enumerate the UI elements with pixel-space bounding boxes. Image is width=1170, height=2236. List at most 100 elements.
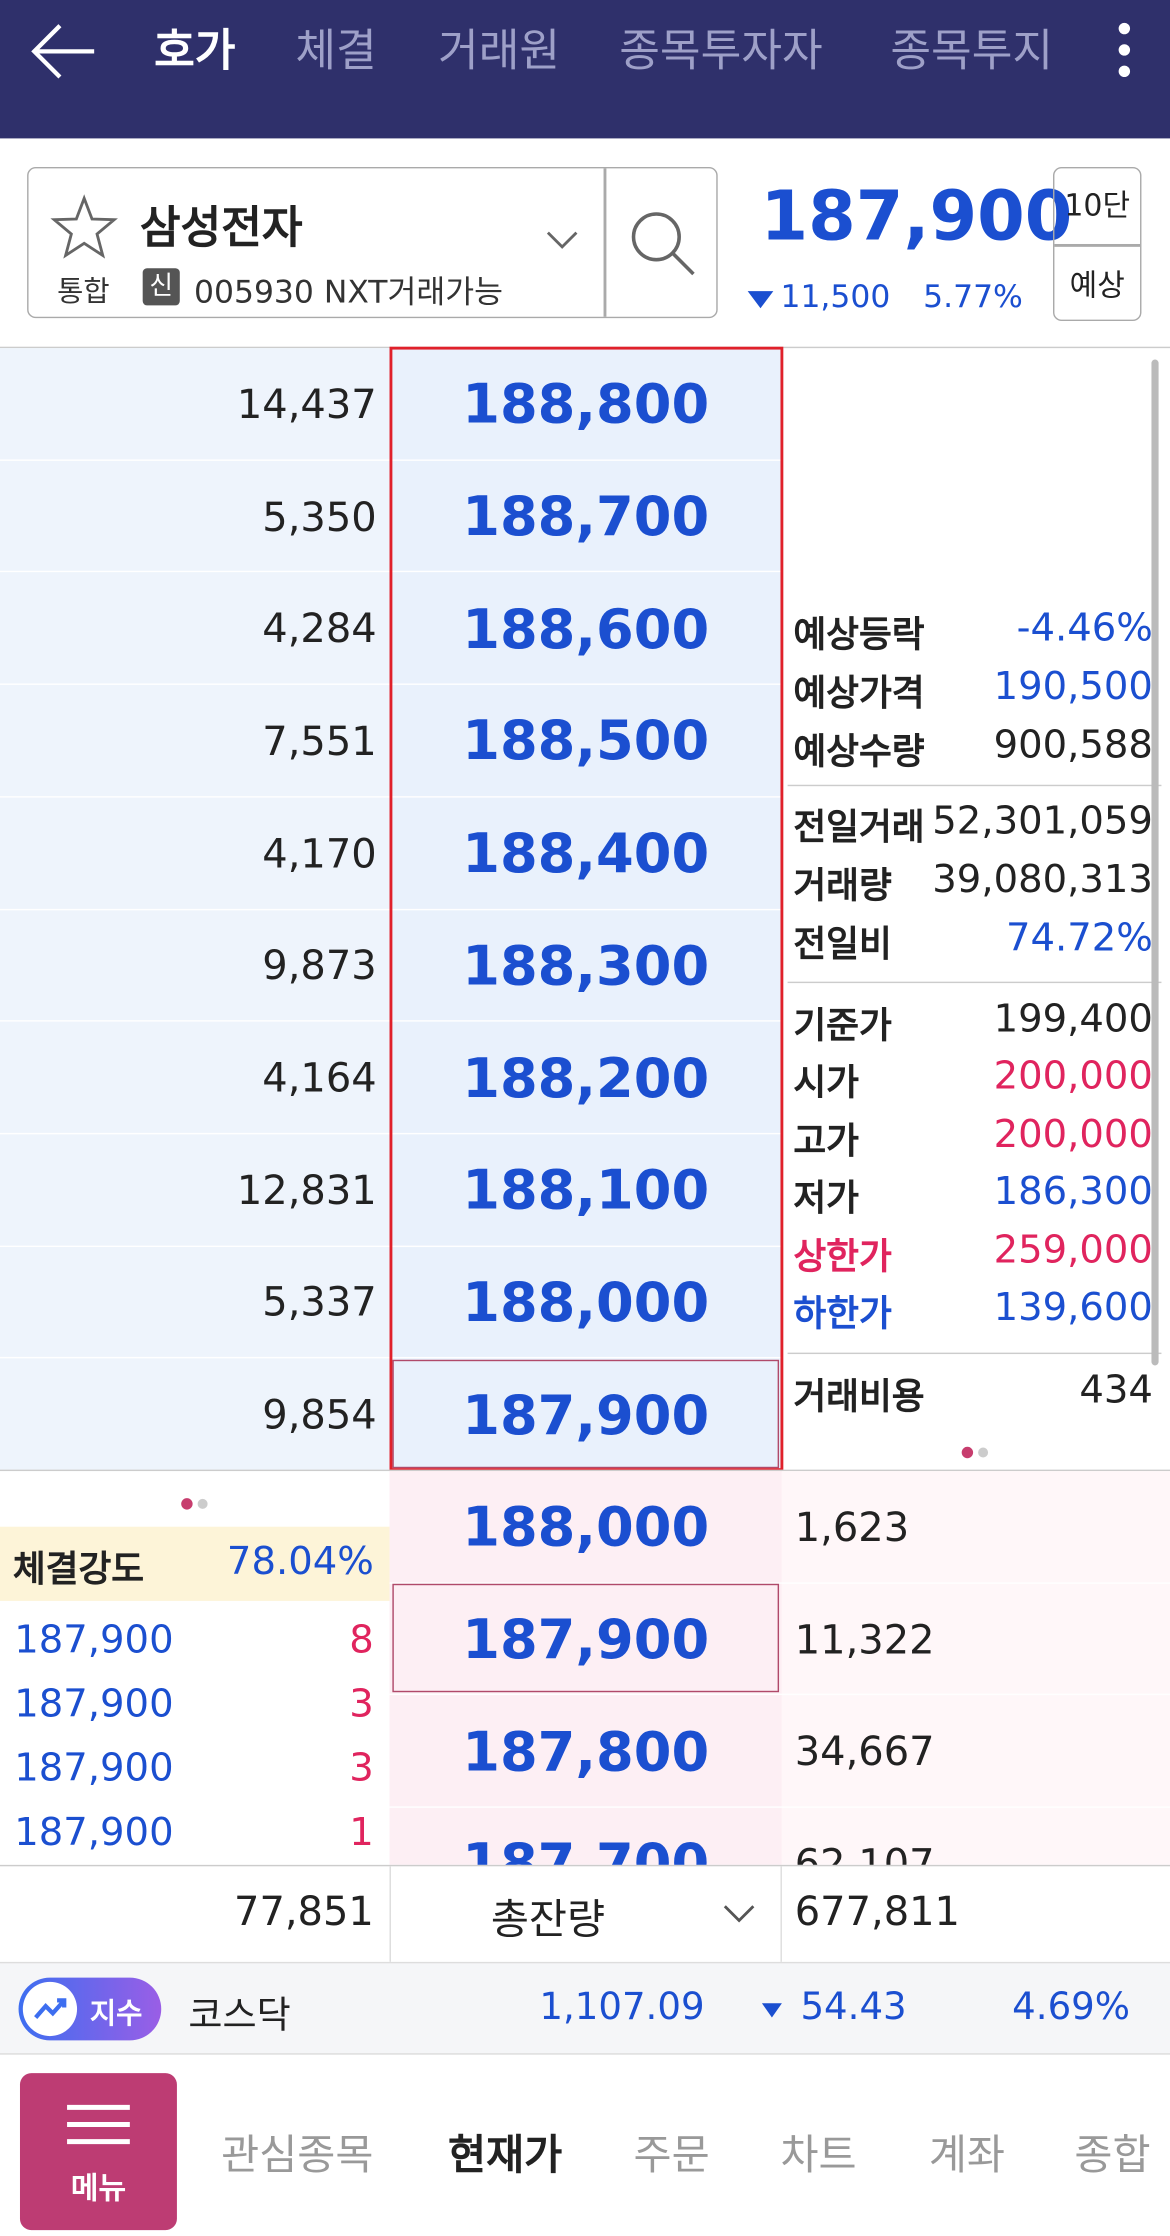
ask-price[interactable]: 188,200 [462, 1046, 710, 1110]
ask-volume: 4,164 [262, 1054, 377, 1102]
bid-price[interactable]: 187,900 [462, 1608, 710, 1671]
tab[interactable]: 종목투지 [890, 25, 1054, 78]
nav-item[interactable]: 관심종목 [221, 2130, 374, 2179]
stock-box[interactable] [27, 166, 718, 319]
ask-volume: 9,854 [262, 1391, 377, 1439]
expected-label[interactable]: 예상 [1069, 268, 1125, 303]
favorite-icon[interactable] [50, 194, 118, 265]
total-divider [780, 1866, 782, 1962]
ask-price[interactable]: 187,900 [462, 1383, 710, 1447]
trade-qty: 1 [349, 1810, 374, 1855]
dropdown-icon[interactable] [545, 228, 579, 257]
nav-item[interactable]: 계좌 [928, 2130, 1006, 2179]
index-icon [21, 1980, 78, 2043]
info-label: 전일비 [793, 923, 892, 965]
index-rate: 4.69% [1012, 1986, 1131, 2029]
menu-label[interactable]: 메뉴 [70, 2171, 127, 2206]
trade-qty: 3 [349, 1746, 374, 1791]
trade-price: 187,900 [14, 1682, 174, 1727]
totals-bar [0, 1864, 1170, 1962]
scrollbar [1151, 359, 1159, 1366]
ask-volume: 12,831 [236, 1166, 377, 1214]
trade-price: 187,900 [14, 1810, 174, 1855]
stock-code: 005930 NXT거래가능 [194, 275, 504, 312]
ask-price[interactable]: 188,400 [462, 822, 710, 885]
tab[interactable]: 종목투자자 [619, 25, 823, 78]
ask-price[interactable]: 188,800 [462, 372, 710, 436]
total-dropdown[interactable] [722, 1902, 756, 1931]
nav-item[interactable]: 주문 [633, 2130, 710, 2179]
ask-price[interactable]: 188,100 [462, 1158, 710, 1222]
info-label: 하한가 [793, 1292, 892, 1335]
current-price-box [392, 1359, 780, 1469]
info-value: 200,000 [993, 1054, 1153, 1099]
info-value: 200,000 [993, 1112, 1153, 1158]
search-divider [603, 168, 606, 317]
ask-price[interactable]: 188,500 [462, 709, 710, 773]
tab[interactable]: 호가 [154, 25, 236, 78]
info-value: 139,600 [993, 1285, 1153, 1330]
info-value: 190,500 [993, 664, 1153, 710]
index-badge-text: 지수 [89, 1996, 143, 2031]
info-label: 거래비용 [793, 1375, 925, 1417]
depth-button[interactable] [1053, 166, 1142, 322]
trade-price: 187,900 [14, 1618, 174, 1663]
menu-icon [67, 2104, 130, 2145]
tab[interactable]: 체결 [295, 25, 377, 78]
info-value: 52,301,059 [932, 799, 1153, 844]
ask-mid-bg [389, 348, 782, 1472]
nav-item[interactable]: 종합 [1074, 2130, 1151, 2179]
tab[interactable]: 거래원 [438, 25, 561, 78]
info-label: 저가 [793, 1177, 859, 1219]
info-value: 434 [1079, 1368, 1153, 1413]
ask-price[interactable]: 188,300 [462, 934, 710, 998]
credit-badge: 신 [142, 268, 180, 306]
bid-mid-bg [389, 1471, 782, 1865]
bid-volume: 1,623 [794, 1503, 910, 1551]
search-icon[interactable] [628, 208, 699, 285]
menu-button[interactable] [19, 2073, 177, 2231]
row-divider [389, 1581, 1170, 1584]
stock-name: 삼성전자 [139, 202, 303, 254]
info-value: 186,300 [993, 1170, 1153, 1215]
trade-qty: 3 [349, 1682, 374, 1727]
total-bid: 677,811 [794, 1887, 960, 1935]
magnifier [631, 212, 695, 276]
total-label[interactable]: 총잔량 [490, 1894, 606, 1944]
change-rate: 5.77% [923, 279, 1023, 316]
ask-left-bg [0, 348, 390, 1472]
index-name: 코스닥 [188, 1994, 291, 2038]
ask-highlight [389, 346, 784, 1472]
index-bar [0, 1961, 1170, 2055]
back-button[interactable] [29, 20, 100, 83]
ask-volume: 4,170 [262, 829, 377, 877]
button-divider [1054, 243, 1141, 247]
market-badge: 통합 [57, 273, 110, 309]
depth-label[interactable]: 10단 [1064, 188, 1131, 223]
info-divider [787, 784, 1162, 787]
info-value: 39,080,313 [932, 857, 1153, 902]
strength-value: 78.04% [226, 1539, 374, 1584]
ask-price[interactable]: 188,000 [462, 1271, 710, 1334]
middle-divider [0, 1469, 1170, 1472]
ask-volume: 9,873 [262, 942, 377, 990]
bid-price[interactable]: 188,000 [462, 1495, 710, 1559]
nav-item[interactable]: 현재가 [448, 2130, 563, 2179]
info-divider [787, 981, 1162, 984]
nav-item[interactable]: 차트 [780, 2130, 857, 2179]
chevron [546, 231, 578, 249]
info-label: 상한가 [793, 1235, 892, 1278]
index-change: 54.43 [800, 1986, 907, 2029]
trade-dots [180, 1490, 214, 1517]
bid-price[interactable]: 187,800 [462, 1720, 710, 1784]
info-label: 기준가 [793, 1004, 892, 1046]
more-button[interactable] [1110, 14, 1139, 85]
bid-volume: 34,667 [794, 1728, 935, 1776]
ask-price[interactable]: 188,600 [462, 597, 710, 661]
current-price: 187,900 [760, 176, 1073, 257]
info-label: 거래량 [793, 864, 892, 907]
strength-bg [0, 1526, 390, 1601]
ask-price[interactable]: 188,700 [462, 485, 710, 548]
price-change: 11,500 [780, 279, 891, 316]
back-icon [31, 24, 95, 79]
